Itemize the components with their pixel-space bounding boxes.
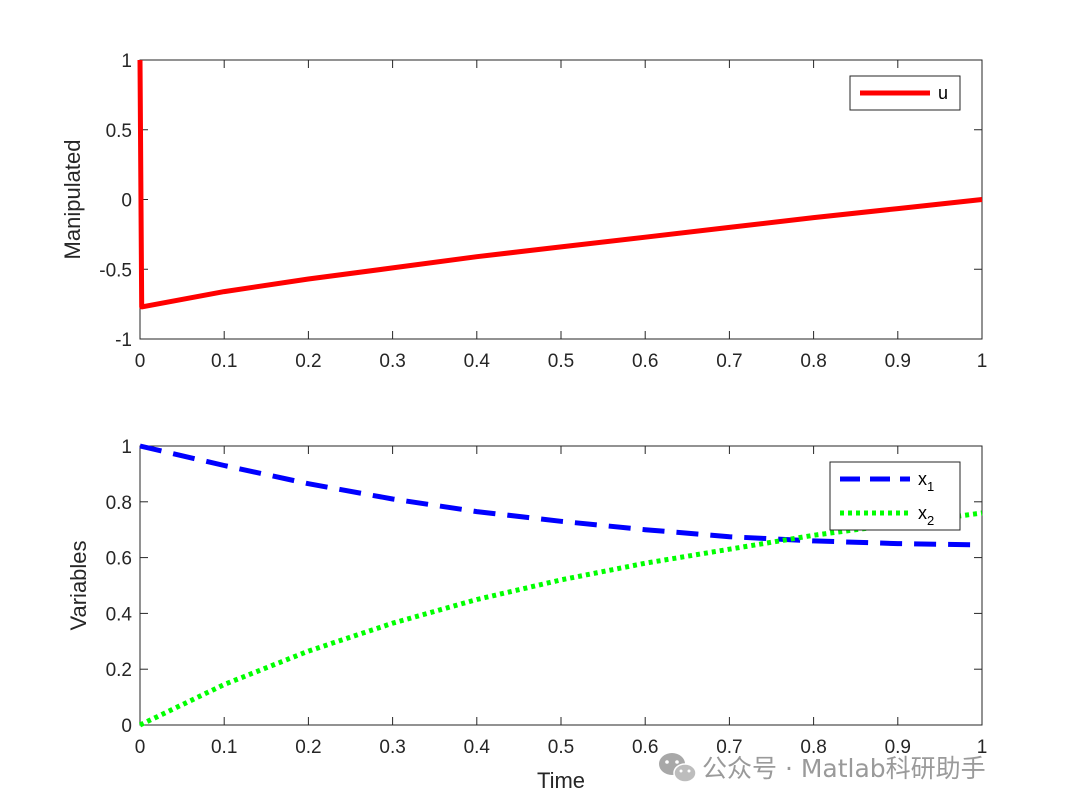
legend-subscript: 1 bbox=[927, 479, 934, 494]
legend-label-1: x2 bbox=[918, 503, 934, 528]
plot-area bbox=[139, 59, 983, 340]
legend-name: x bbox=[918, 503, 927, 523]
legend-name: x bbox=[918, 469, 927, 489]
y-tick-label: 1 bbox=[121, 51, 132, 72]
x-tick-label: 0.3 bbox=[379, 351, 405, 372]
x-tick-label: 1 bbox=[977, 351, 988, 372]
wechat-icon bbox=[659, 753, 697, 783]
watermark-text: 公众号 · Matlab科研助手 bbox=[702, 754, 986, 783]
y-tick-label: 0.4 bbox=[106, 604, 133, 625]
series-line-1 bbox=[138, 510, 983, 728]
y-axis-label: Manipulated bbox=[60, 140, 85, 260]
x-tick-label: 0 bbox=[135, 351, 146, 372]
series-line-0 bbox=[137, 59, 983, 310]
x-tick-label: 0.1 bbox=[211, 351, 237, 372]
x-tick-label: 0.7 bbox=[716, 737, 742, 758]
x-tick-label: 0.2 bbox=[295, 351, 321, 372]
axes-variables: 0 0.1 0.2 0.3 0.4 0.5 0.6 0.7 0.8 0.9 1 0 0.2 0.4 0.6 0… bbox=[66, 437, 987, 793]
y-tick-label: 0 bbox=[121, 716, 132, 737]
y-tick-label: -1 bbox=[115, 330, 132, 351]
y-tick-label: 1 bbox=[121, 437, 132, 458]
x-tick-label: 0.9 bbox=[885, 351, 911, 372]
x-tick-label: 0.2 bbox=[295, 737, 321, 758]
x-tick-label: 0 bbox=[135, 737, 146, 758]
x-tick-label: 0.7 bbox=[716, 351, 742, 372]
x-tick-label: 0.8 bbox=[800, 351, 826, 372]
series-line-0 bbox=[139, 443, 983, 548]
legend-label-0: x1 bbox=[918, 469, 934, 494]
x-tick-label: 0.9 bbox=[885, 737, 911, 758]
x-axis-label: Time bbox=[537, 768, 585, 793]
x-tick-label: 0.5 bbox=[548, 737, 574, 758]
y-axis-label: Variables bbox=[66, 540, 91, 630]
x-tick-label: 0.1 bbox=[211, 737, 237, 758]
x-tick-label: 0.5 bbox=[548, 351, 574, 372]
y-tick-label: -0.5 bbox=[99, 260, 132, 281]
x-tick-label: 0.3 bbox=[379, 737, 405, 758]
y-tick-label: 0.2 bbox=[106, 660, 132, 681]
legend-label-0: u bbox=[938, 83, 948, 103]
watermark: 公众号 · Matlab科研助手 bbox=[659, 753, 986, 783]
x-tick-label: 0.4 bbox=[464, 737, 491, 758]
x-tick-label: 0.4 bbox=[464, 351, 491, 372]
legend-name: u bbox=[938, 83, 948, 103]
x-tick-label: 0.6 bbox=[632, 737, 658, 758]
legend-box bbox=[829, 461, 961, 531]
axes-manipulated: 0 0.1 0.2 0.3 0.4 0.5 0.6 0.7 0.8 0.9 1 -1 -0.5 0 0.5 1… bbox=[60, 51, 987, 372]
x-tick-label: 1 bbox=[977, 737, 988, 758]
y-tick-label: 0 bbox=[121, 191, 132, 212]
x-tick-label: 0.8 bbox=[800, 737, 826, 758]
x-tick-label: 0.6 bbox=[632, 351, 658, 372]
y-tick-label: 0.8 bbox=[106, 493, 132, 514]
y-tick-label: 0.5 bbox=[106, 121, 132, 142]
y-tick-label: 0.6 bbox=[106, 549, 132, 570]
legend-subscript: 2 bbox=[927, 513, 934, 528]
